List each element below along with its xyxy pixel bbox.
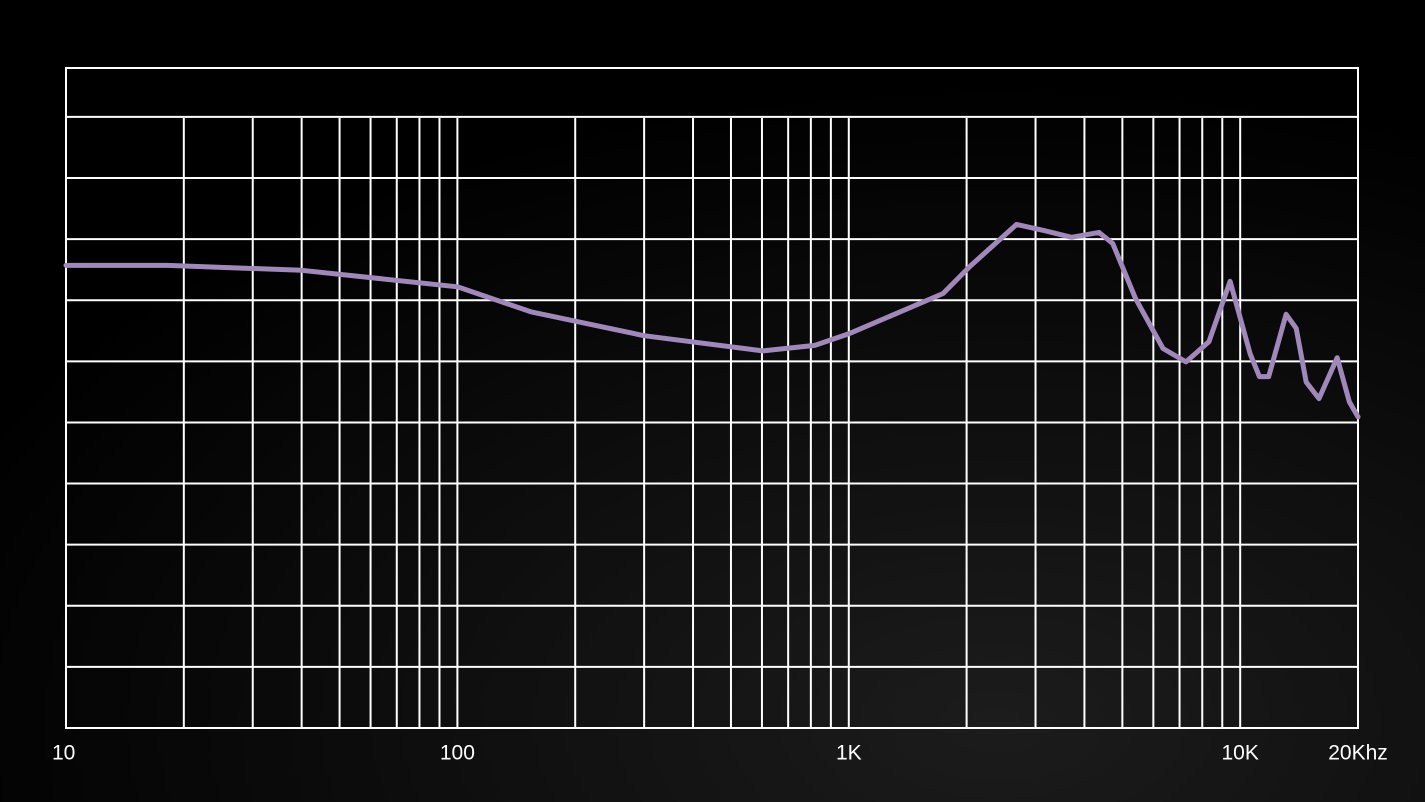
x-tick-label: 10: [52, 742, 75, 765]
x-tick-label: 20Khz: [1328, 742, 1388, 765]
x-tick-label: 1K: [836, 742, 862, 765]
data-line: [63, 221, 1361, 420]
x-tick-label: 100: [440, 742, 475, 765]
x-tick-label: 10K: [1221, 742, 1258, 765]
